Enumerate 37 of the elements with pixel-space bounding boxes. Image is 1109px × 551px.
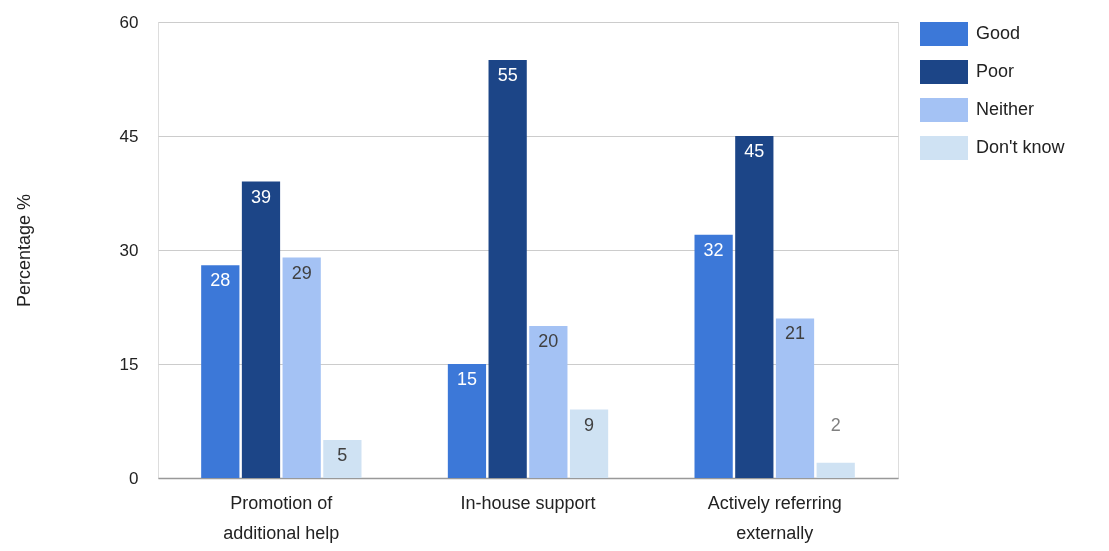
data-label: 29 — [291, 262, 312, 283]
bar — [488, 60, 527, 478]
bar — [241, 181, 281, 478]
bar — [201, 265, 240, 478]
bar — [735, 136, 774, 478]
bar — [694, 234, 733, 478]
y-tick-label: 15 — [119, 354, 139, 374]
x-tick-label: Actively referring externally — [707, 492, 842, 543]
bar — [529, 326, 568, 478]
legend-label: Neither — [976, 99, 1035, 119]
y-tick-label: 30 — [119, 240, 139, 260]
bar — [447, 364, 487, 478]
bar — [775, 318, 815, 478]
data-label: 28 — [210, 270, 231, 291]
y-tick-label: 45 — [119, 126, 139, 146]
data-label: 20 — [538, 331, 559, 351]
bar — [569, 409, 609, 478]
y-tick-label: 60 — [119, 12, 139, 32]
data-label: 2 — [830, 414, 841, 435]
data-label: 9 — [584, 414, 595, 435]
legend-label: Poor — [976, 61, 1015, 81]
data-label: 39 — [250, 186, 271, 207]
data-label: 5 — [337, 445, 348, 465]
legend-label: Good — [976, 23, 1021, 43]
data-label: 32 — [703, 239, 724, 260]
x-tick-label: In-house support — [460, 492, 596, 513]
y-axis-title: Percentage % — [13, 193, 34, 308]
data-label: 15 — [456, 369, 477, 389]
y-tick-label: 0 — [129, 468, 139, 488]
x-tick-label: Promotion of additional help — [223, 492, 340, 543]
bar — [816, 462, 855, 478]
data-label: 21 — [785, 323, 806, 344]
data-label: 45 — [744, 141, 765, 161]
bar — [282, 257, 321, 478]
legend-label: Don't know — [976, 137, 1066, 157]
bar — [323, 440, 362, 478]
data-label: 55 — [497, 65, 518, 85]
